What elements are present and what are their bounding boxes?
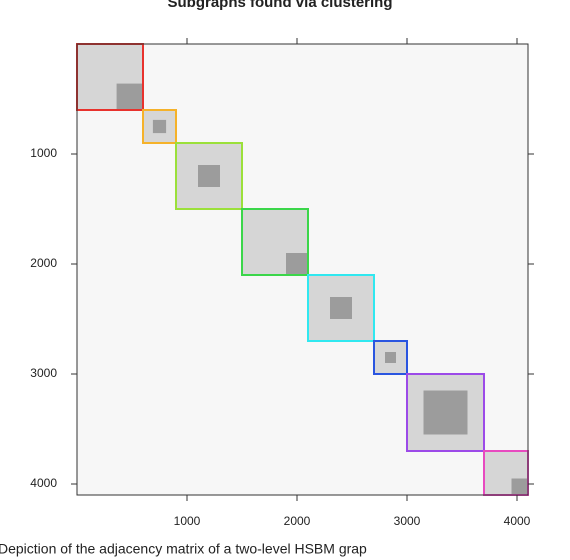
x-tick-label: 4000 — [504, 514, 531, 528]
sub-block — [423, 390, 468, 435]
block-outline — [307, 274, 375, 342]
y-tick-label: 4000 — [30, 476, 57, 490]
sub-block — [198, 165, 220, 187]
block-outline — [175, 142, 243, 210]
sub-block — [286, 253, 308, 275]
sub-block — [385, 352, 396, 363]
sub-block — [152, 119, 167, 134]
block-outline — [241, 208, 309, 276]
y-tick-label: 1000 — [30, 146, 57, 160]
x-tick-label: 1000 — [174, 514, 201, 528]
plot-frame — [76, 43, 529, 496]
block-outline — [142, 109, 177, 144]
block-outline — [373, 340, 408, 375]
x-tick-label: 3000 — [394, 514, 421, 528]
sub-block — [330, 297, 352, 319]
sub-block — [116, 83, 143, 110]
block-outline — [406, 373, 485, 452]
sub-block — [511, 478, 528, 495]
x-tick-label: 2000 — [284, 514, 311, 528]
caption: Depiction of the adjacency matrix of a t… — [0, 541, 367, 557]
chart-title: Subgraphs found via clustering — [167, 0, 392, 11]
y-tick-label: 3000 — [30, 366, 57, 380]
y-tick-label: 2000 — [30, 256, 57, 270]
